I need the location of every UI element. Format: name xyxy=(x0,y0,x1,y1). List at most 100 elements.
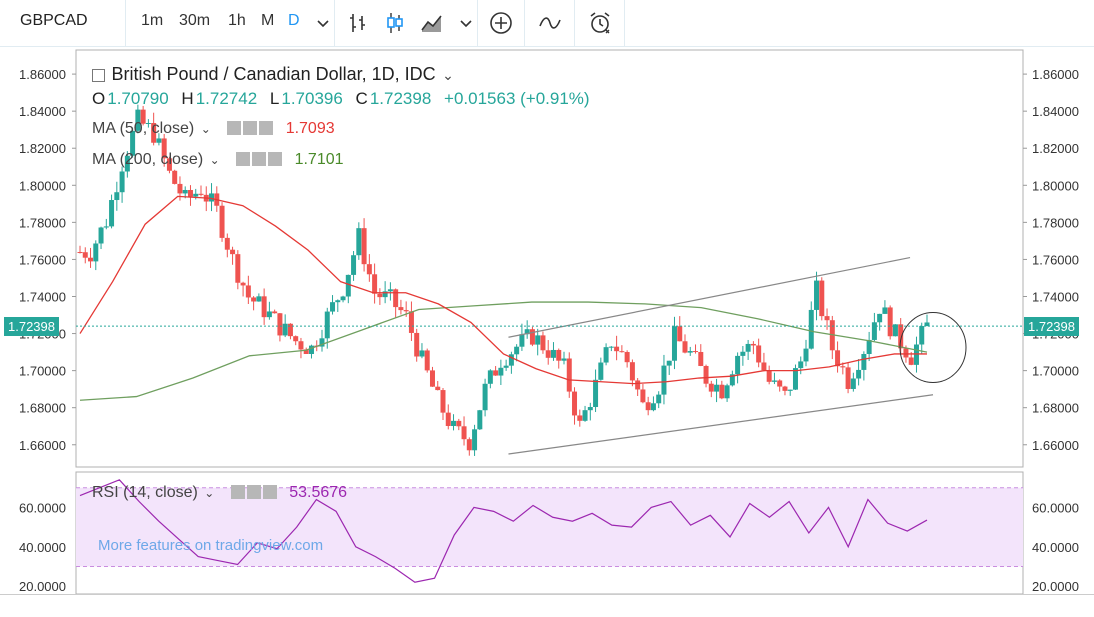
symbol-search[interactable]: GBPCAD xyxy=(20,12,88,29)
legend-title-row: British Pound / Canadian Dollar, 1D, IDC… xyxy=(92,64,456,85)
close-icon[interactable] xyxy=(259,121,274,135)
y-tick-label: 1.66000 xyxy=(19,438,66,453)
ma200-line xyxy=(79,301,928,401)
candle-body xyxy=(172,170,178,184)
compare-plus-icon[interactable] xyxy=(488,10,514,36)
candle-body xyxy=(871,322,877,340)
candle-body xyxy=(335,300,341,303)
candle-body xyxy=(619,351,625,353)
chevron-down-icon[interactable]: ⌄ xyxy=(200,122,211,136)
candle-body xyxy=(387,289,393,292)
candle-body xyxy=(382,291,388,298)
candle-body xyxy=(451,420,457,426)
y-tick-label: 1.78000 xyxy=(1032,215,1079,230)
candle-body xyxy=(587,407,593,411)
interval-1h[interactable]: 1h xyxy=(228,12,246,29)
chevron-down-icon[interactable] xyxy=(310,10,336,36)
candle-body xyxy=(603,347,609,363)
chevron-down-icon[interactable]: ⌄ xyxy=(442,67,454,83)
chevron-down-icon[interactable]: ⌄ xyxy=(204,486,215,500)
y-tick-label: 1.68000 xyxy=(19,401,66,416)
candle-body xyxy=(735,355,741,375)
y-tick-label: 1.80000 xyxy=(19,178,66,193)
candle-body xyxy=(508,354,514,366)
area-style-icon[interactable] xyxy=(419,10,445,36)
close-icon[interactable] xyxy=(262,485,277,499)
collapse-icon[interactable] xyxy=(92,69,105,82)
interval-month[interactable]: M xyxy=(261,12,275,29)
y-tick-label: 1.84000 xyxy=(1032,104,1079,119)
candle-body xyxy=(598,362,604,380)
candle-body xyxy=(814,280,820,310)
settings-icon[interactable] xyxy=(243,121,258,135)
candle-body xyxy=(456,420,462,427)
candle-style-icon[interactable] xyxy=(382,10,408,36)
ma200-value: 1.7101 xyxy=(294,151,344,168)
candle-body xyxy=(408,311,414,333)
candle-body xyxy=(745,343,751,352)
y-tick-label: 1.70000 xyxy=(1032,364,1079,379)
candle-body xyxy=(498,367,504,376)
interval-30m[interactable]: 30m xyxy=(179,12,211,29)
eye-icon[interactable] xyxy=(230,485,245,499)
candle-body xyxy=(272,311,278,314)
chevron-down-icon[interactable]: ⌄ xyxy=(209,153,220,167)
y-tick-label: 1.82000 xyxy=(19,141,66,156)
interval-1m[interactable]: 1m xyxy=(141,12,164,29)
ma50-value: 1.7093 xyxy=(285,120,335,137)
candle-body xyxy=(782,386,788,391)
y-tick-label: 1.68000 xyxy=(1032,401,1079,416)
settings-icon[interactable] xyxy=(246,485,261,499)
candle-body xyxy=(88,257,94,262)
close-icon[interactable] xyxy=(268,152,283,166)
candle-body xyxy=(693,351,699,353)
rsi-tick-label: 40.0000 xyxy=(19,540,66,555)
candle-body xyxy=(403,310,409,312)
tradingview-watermark[interactable]: More features on tradingview.com xyxy=(98,537,324,554)
candle-body xyxy=(293,336,299,342)
highlight-circle xyxy=(899,311,967,383)
y-tick-label: 1.66000 xyxy=(1032,438,1079,453)
candle-body xyxy=(645,402,651,411)
candle-body xyxy=(114,192,120,201)
indicators-icon[interactable] xyxy=(537,10,563,36)
candle-body xyxy=(340,296,346,301)
high-value: 1.72742 xyxy=(195,89,258,108)
candle-body xyxy=(256,296,262,302)
chevron-down-icon[interactable] xyxy=(453,10,479,36)
change-value: +0.01563 (+0.91%) xyxy=(444,89,590,108)
candle-body xyxy=(729,374,735,386)
rsi-label: RSI (14, close) xyxy=(92,484,198,501)
candle-body xyxy=(550,349,556,358)
close-label: C xyxy=(355,89,368,108)
candle-body xyxy=(324,311,330,339)
candle-body xyxy=(429,370,435,387)
interval-day[interactable]: D xyxy=(288,12,300,29)
candle-body xyxy=(377,293,383,298)
candle-body xyxy=(761,362,767,371)
alert-clock-icon[interactable] xyxy=(587,10,613,36)
settings-icon[interactable] xyxy=(252,152,267,166)
candle-body xyxy=(224,237,230,250)
candle-body xyxy=(614,346,620,352)
candle-body xyxy=(493,370,499,376)
candle-body xyxy=(866,339,872,354)
candle-body xyxy=(624,352,630,363)
candle-body xyxy=(145,123,151,125)
bar-style-icon[interactable] xyxy=(345,10,371,36)
candle-body xyxy=(440,390,446,413)
candle-body xyxy=(235,254,241,283)
candle-body xyxy=(882,307,888,314)
open-label: O xyxy=(92,89,106,108)
time-axis-strip xyxy=(0,594,1094,617)
ma50-legend: MA (50, close) ⌄ 1.7093 xyxy=(92,120,337,138)
candle-body xyxy=(130,130,136,156)
top-toolbar: GBPCAD 1m 30m 1h M D xyxy=(0,0,1094,47)
rsi-tick-label: 60.0000 xyxy=(1032,500,1079,515)
eye-icon[interactable] xyxy=(227,121,242,135)
candle-body xyxy=(808,309,814,349)
candle-body xyxy=(398,307,404,311)
eye-icon[interactable] xyxy=(236,152,251,166)
candle-body xyxy=(393,289,399,308)
